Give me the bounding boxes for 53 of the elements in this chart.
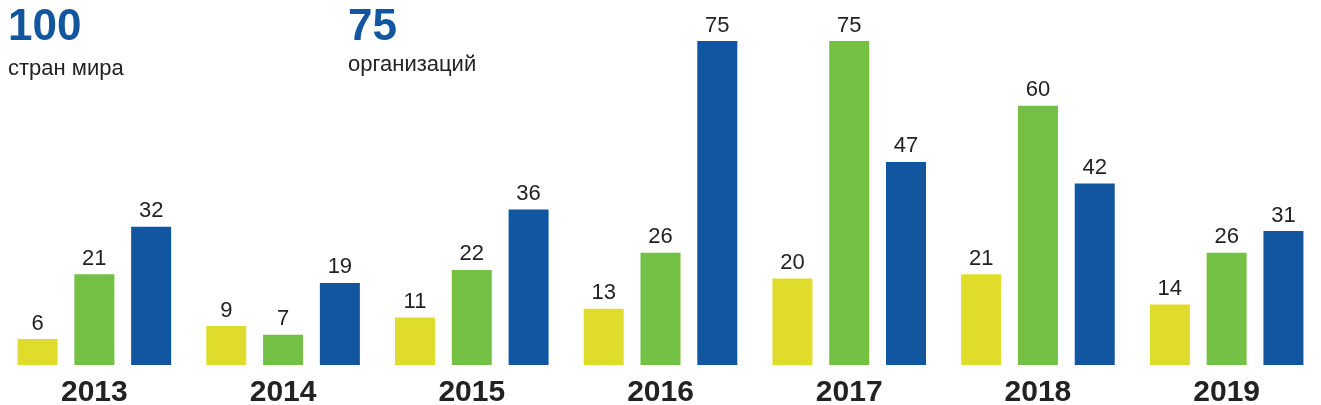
bar — [263, 334, 304, 365]
bar — [772, 278, 813, 365]
bar — [17, 339, 58, 365]
bar — [319, 282, 360, 365]
data-label: 22 — [459, 240, 485, 266]
bar — [583, 308, 624, 365]
bar — [697, 41, 738, 365]
data-label: 14 — [1157, 275, 1183, 301]
bar — [1263, 231, 1304, 365]
data-label: 9 — [220, 296, 233, 322]
data-label: 19 — [327, 253, 353, 279]
x-tick-label: 2016 — [627, 373, 694, 405]
data-label: 60 — [1025, 76, 1051, 102]
bar — [131, 226, 172, 365]
data-label: 21 — [82, 244, 107, 270]
x-tick-label: 2017 — [815, 373, 883, 405]
x-tick-label: 2013 — [60, 373, 128, 405]
bar — [961, 274, 1002, 365]
x-tick-label: 2014 — [249, 373, 317, 405]
data-label: 47 — [893, 132, 919, 158]
x-tick-label: 2018 — [1004, 373, 1072, 405]
bar — [886, 161, 927, 365]
bar — [1017, 105, 1058, 365]
data-label: 7 — [276, 305, 290, 331]
data-label: 6 — [31, 309, 44, 335]
data-label: 21 — [968, 244, 994, 270]
x-tick-label: 2015 — [438, 373, 506, 405]
annotation: организаций — [348, 50, 477, 76]
bar — [508, 209, 549, 365]
bar — [394, 317, 435, 365]
x-tick-label: 2019 — [1193, 373, 1261, 405]
data-label: 75 — [705, 11, 730, 37]
data-label: 11 — [403, 287, 427, 313]
data-label: 75 — [836, 11, 862, 37]
bar — [829, 41, 870, 365]
bar — [206, 326, 247, 365]
bar — [1074, 183, 1115, 365]
bar — [451, 269, 492, 365]
annotation: 75 — [348, 0, 397, 49]
annotation: 100 — [8, 0, 82, 49]
data-label: 36 — [516, 179, 541, 205]
data-label: 32 — [138, 197, 164, 223]
bar — [1149, 304, 1190, 365]
data-label: 31 — [1271, 201, 1296, 227]
annotation: стран мира — [8, 54, 125, 80]
data-label: 20 — [780, 249, 805, 275]
data-label: 26 — [648, 223, 673, 249]
bar — [1206, 252, 1247, 365]
data-label: 42 — [1082, 154, 1107, 180]
bar — [74, 274, 115, 365]
data-label: 26 — [1214, 223, 1239, 249]
bar — [640, 252, 681, 365]
data-label: 13 — [591, 279, 616, 305]
